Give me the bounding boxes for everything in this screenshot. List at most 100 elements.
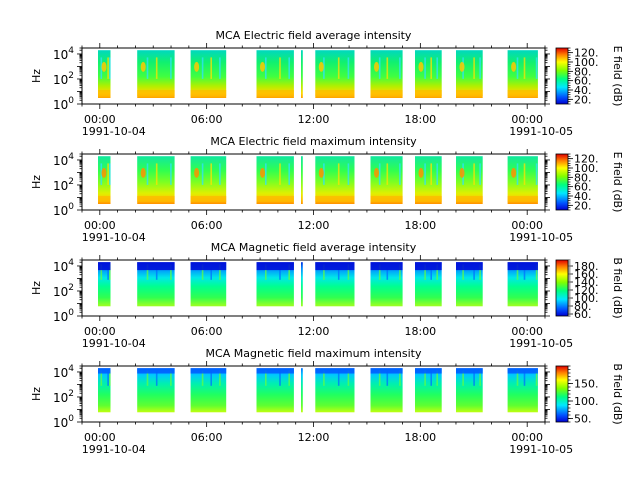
- x-tick-label: 00:00: [511, 113, 543, 126]
- intensity-blob: [318, 167, 324, 178]
- y-axis-label: Hz: [30, 69, 43, 83]
- segment-texture: [462, 264, 464, 280]
- colorbar-tick-label: 60.: [574, 75, 592, 88]
- segment-texture: [430, 370, 432, 386]
- segment-texture: [279, 163, 281, 185]
- y-tick-exponent: 2: [68, 389, 74, 399]
- colorbar-tick-label: 120.: [574, 153, 599, 166]
- segment-texture: [219, 57, 221, 79]
- high-band: [98, 368, 111, 374]
- segment-texture: [347, 163, 350, 185]
- segment-texture: [378, 57, 381, 79]
- low-band: [456, 196, 483, 202]
- panel-1: MCA Electric field average intensity 00:0…: [30, 29, 624, 138]
- intensity-blob: [318, 61, 324, 72]
- segment-texture: [288, 57, 290, 79]
- data-segment: [190, 368, 227, 413]
- segment-texture: [424, 57, 426, 79]
- segment-texture: [473, 57, 475, 79]
- colorbar-tick-label: 180.: [574, 260, 599, 273]
- x-tick-label: 00:00: [84, 219, 116, 232]
- y-axis-label: Hz: [30, 175, 43, 189]
- segment-texture: [146, 163, 149, 185]
- segment-texture: [155, 57, 158, 79]
- y-tick-label: 102: [53, 389, 74, 405]
- high-band: [137, 262, 175, 271]
- segment-texture: [386, 57, 389, 79]
- y-tick-exponent: 0: [68, 308, 74, 318]
- y-tick-exponent: 4: [68, 152, 74, 162]
- intensity-blob: [418, 167, 424, 178]
- segment-texture: [155, 264, 158, 280]
- y-tick-label: 102: [53, 71, 74, 87]
- segment-texture: [535, 370, 538, 386]
- segment-texture: [436, 163, 438, 185]
- segment-texture: [219, 163, 221, 185]
- colorbar-tick-label: 100.: [574, 292, 599, 305]
- segment-texture: [516, 264, 519, 280]
- x-tick-label: 18:00: [404, 113, 436, 126]
- y-tick-exponent: 4: [68, 364, 74, 374]
- low-band: [137, 90, 175, 96]
- low-band: [507, 90, 538, 96]
- segment-texture: [347, 370, 350, 386]
- segment-texture: [386, 264, 389, 280]
- high-band: [190, 262, 227, 271]
- segment-texture: [279, 264, 281, 280]
- intensity-blob: [260, 167, 265, 178]
- colorbar-tick-label: 20.: [574, 93, 592, 106]
- x-tick-label: 00:00: [84, 431, 116, 444]
- y-tick-base: 10: [53, 310, 68, 324]
- segment-texture: [323, 163, 325, 185]
- segment-texture: [279, 370, 281, 386]
- segment-texture: [265, 264, 267, 280]
- x-date-start: 1991-10-04: [82, 337, 146, 350]
- y-axis-label: Hz: [30, 281, 43, 295]
- panel-3: MCA Magnetic field average intensity 00:0…: [30, 241, 624, 350]
- low-band: [315, 90, 355, 96]
- segment-texture: [201, 57, 204, 79]
- intensity-blob: [140, 61, 146, 72]
- colorbar-label: B field (dB): [611, 363, 624, 424]
- y-tick-base: 10: [53, 260, 68, 274]
- segment-texture: [473, 370, 475, 386]
- segment-texture: [155, 370, 158, 386]
- y-axis-label: Hz: [30, 387, 43, 401]
- x-tick-label: 18:00: [404, 325, 436, 338]
- segment-texture: [146, 57, 149, 79]
- y-tick-label: 104: [53, 258, 74, 274]
- data-segment: [301, 50, 303, 98]
- segment-texture: [100, 264, 103, 280]
- colorbar-tick-label: 100.: [574, 56, 599, 69]
- x-tick-label: 00:00: [84, 113, 116, 126]
- panel-title: MCA Magnetic field maximum intensity: [206, 347, 422, 360]
- segment-texture: [146, 264, 149, 280]
- intensity-blob: [459, 61, 465, 72]
- x-tick-label: 12:00: [298, 431, 330, 444]
- segment-texture: [107, 264, 109, 280]
- low-band: [370, 90, 403, 96]
- y-tick-base: 10: [53, 48, 68, 62]
- segment-texture: [347, 264, 350, 280]
- segment-texture: [378, 370, 381, 386]
- intensity-blob: [418, 61, 424, 72]
- x-tick-label: 06:00: [191, 113, 223, 126]
- x-date-end: 1991-10-05: [509, 443, 573, 456]
- x-tick-label: 00:00: [511, 431, 543, 444]
- segment-texture: [100, 57, 103, 79]
- colorbar-tick-label: 100.: [574, 162, 599, 175]
- segment-texture: [155, 163, 158, 185]
- segment-texture: [399, 264, 401, 280]
- segment-texture: [347, 57, 350, 79]
- high-band: [315, 368, 355, 374]
- segment-texture: [107, 370, 109, 386]
- segment-texture: [109, 163, 111, 185]
- x-tick-label: 06:00: [191, 325, 223, 338]
- segment-texture: [288, 370, 290, 386]
- segment-texture: [516, 163, 519, 185]
- high-band: [415, 368, 442, 374]
- y-tick-exponent: 4: [68, 258, 74, 268]
- colorbar: [555, 365, 569, 423]
- segment-texture: [279, 57, 281, 79]
- low-band: [456, 90, 483, 96]
